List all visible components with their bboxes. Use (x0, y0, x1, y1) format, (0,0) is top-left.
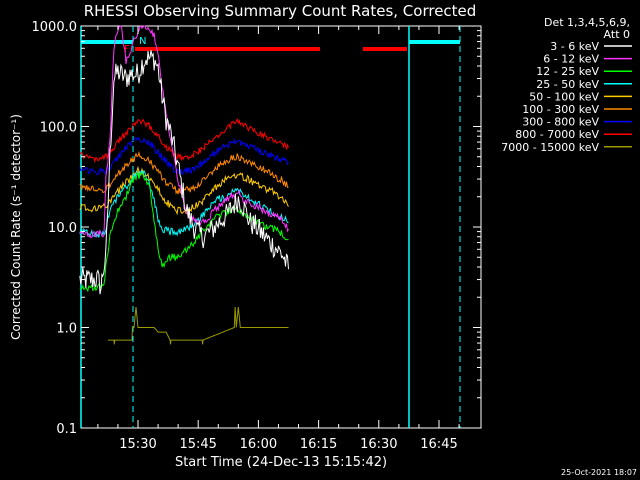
series-line (107, 306, 289, 345)
y-axis: 1000.0 100.0 10.0 1.0 0.1 (32, 20, 481, 437)
x-tick-label: 15:45 (179, 437, 216, 452)
legend-label: 800 - 7000 keV (515, 128, 599, 141)
observing-flags: F N (81, 36, 460, 55)
legend-label: 6 - 12 keV (543, 53, 599, 66)
plot-area: F N (79, 25, 482, 429)
series-line (79, 118, 289, 164)
series-line (79, 169, 289, 238)
x-axis-label: Start Time (24-Dec-13 15:15:42) (175, 455, 387, 470)
legend-label: 300 - 800 keV (522, 116, 599, 129)
legend-label: 7000 - 15000 keV (501, 141, 599, 154)
legend-header-line: Att 0 (604, 28, 630, 41)
y-tick-label: 1.0 (56, 322, 77, 337)
legend-header-line: Det 1,3,4,5,6,9, (544, 16, 630, 29)
x-tick-label: 16:45 (420, 437, 457, 452)
x-axis: 15:30 15:45 16:00 16:15 16:30 16:45 (97, 26, 460, 452)
series-line (79, 136, 289, 177)
legend-label: 3 - 6 keV (550, 40, 599, 53)
flare-flag-label: F (124, 44, 130, 55)
legend-label: 12 - 25 keV (536, 65, 599, 78)
x-tick-label: 15:30 (119, 437, 156, 452)
legend-label: 100 - 300 keV (522, 103, 599, 116)
series-line (79, 150, 289, 195)
series-line (79, 165, 289, 216)
x-tick-label: 16:30 (360, 437, 397, 452)
footer-timestamp: 25-Oct-2021 18:07 (561, 468, 637, 477)
series-layer (79, 25, 289, 345)
y-tick-label: 100.0 (40, 121, 77, 136)
y-tick-label: 1000.0 (32, 20, 78, 35)
y-tick-label: 0.1 (56, 422, 77, 437)
night-flag-label: N (139, 36, 146, 47)
legend-label: 50 - 100 keV (529, 90, 599, 103)
y-tick-label: 10.0 (48, 221, 77, 236)
x-tick-label: 16:00 (240, 437, 277, 452)
series-line (79, 50, 289, 295)
chart-title: RHESSI Observing Summary Count Rates, Co… (84, 2, 477, 20)
y-axis-label: Corrected Count Rate (s⁻¹ detector⁻¹) (9, 114, 23, 340)
legend-label: 25 - 50 keV (536, 78, 599, 91)
x-tick-label: 16:15 (300, 437, 337, 452)
